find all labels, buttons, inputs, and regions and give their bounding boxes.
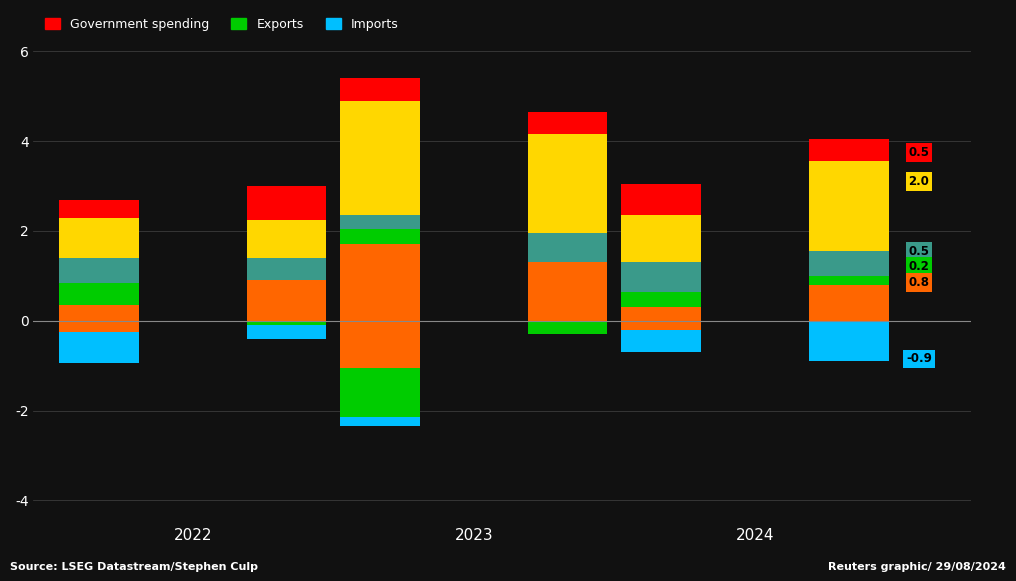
Bar bbox=[59, 217, 139, 258]
Bar bbox=[59, 321, 139, 332]
Text: 0.2: 0.2 bbox=[908, 260, 930, 274]
Bar bbox=[59, 258, 139, 282]
Bar bbox=[247, 281, 326, 321]
Text: 0.5: 0.5 bbox=[908, 146, 930, 159]
Bar bbox=[622, 321, 701, 330]
Bar bbox=[527, 321, 608, 334]
Bar bbox=[340, 78, 420, 101]
Bar bbox=[247, 321, 326, 325]
Bar bbox=[622, 307, 701, 321]
Bar bbox=[527, 233, 608, 263]
Bar bbox=[809, 285, 889, 321]
Bar bbox=[340, 229, 420, 245]
Bar bbox=[59, 305, 139, 321]
Bar bbox=[809, 139, 889, 162]
Bar bbox=[340, 321, 420, 368]
Bar bbox=[340, 101, 420, 216]
Bar bbox=[59, 282, 139, 305]
Bar bbox=[340, 417, 420, 426]
Bar bbox=[247, 186, 326, 220]
Bar bbox=[340, 216, 420, 229]
Legend: Government spending, Exports, Imports: Government spending, Exports, Imports bbox=[40, 13, 404, 36]
Text: 0.5: 0.5 bbox=[908, 245, 930, 258]
Bar bbox=[622, 292, 701, 307]
Bar bbox=[59, 332, 139, 364]
Bar bbox=[527, 263, 608, 321]
Text: Source: LSEG Datastream/Stephen Culp: Source: LSEG Datastream/Stephen Culp bbox=[10, 562, 258, 572]
Bar bbox=[247, 220, 326, 258]
Bar bbox=[809, 276, 889, 285]
Bar bbox=[622, 216, 701, 263]
Bar bbox=[809, 162, 889, 251]
Text: 2.0: 2.0 bbox=[908, 175, 930, 188]
Bar bbox=[247, 258, 326, 281]
Bar bbox=[527, 134, 608, 233]
Bar bbox=[809, 251, 889, 276]
Bar bbox=[809, 321, 889, 361]
Bar bbox=[622, 184, 701, 216]
Bar bbox=[622, 263, 701, 292]
Bar bbox=[247, 325, 326, 339]
Bar bbox=[59, 199, 139, 217]
Text: 0.8: 0.8 bbox=[908, 276, 930, 289]
Bar bbox=[340, 368, 420, 417]
Bar bbox=[340, 245, 420, 321]
Text: Reuters graphic/ 29/08/2024: Reuters graphic/ 29/08/2024 bbox=[828, 562, 1006, 572]
Text: -0.9: -0.9 bbox=[906, 353, 932, 365]
Bar bbox=[622, 330, 701, 352]
Bar bbox=[527, 112, 608, 134]
